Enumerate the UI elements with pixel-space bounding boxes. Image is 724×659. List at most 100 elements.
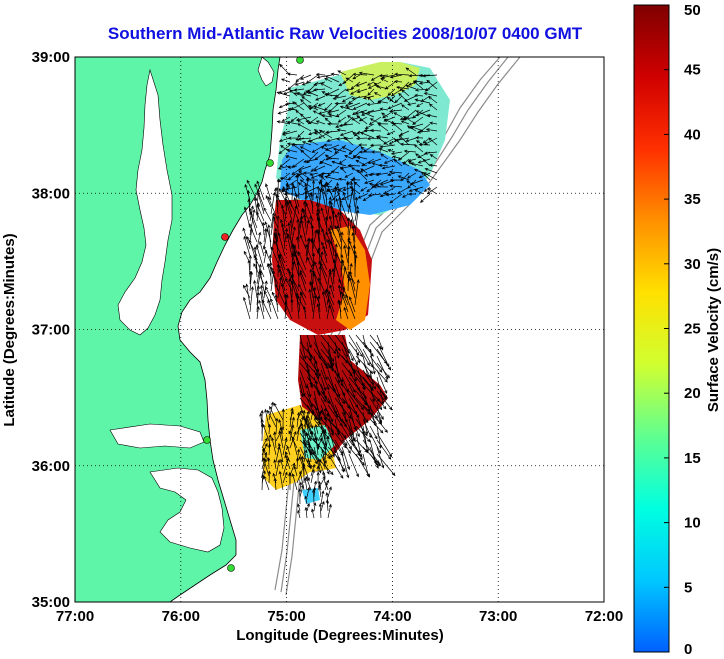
velocity-arrow (413, 144, 424, 153)
velocity-arrow (369, 453, 379, 467)
velocity-arrow (342, 191, 349, 208)
velocity-arrow (296, 218, 300, 243)
velocity-arrow (256, 211, 265, 229)
velocity-arrow (339, 130, 354, 136)
velocity-arrow (274, 294, 279, 313)
velocity-arrow (319, 179, 328, 201)
velocity-arrow (340, 290, 349, 313)
velocity-arrow (322, 245, 328, 264)
velocity-arrow (369, 128, 382, 133)
velocity-arrow (299, 146, 312, 153)
velocity-arrow (302, 171, 311, 175)
velocity-arrow (334, 453, 346, 472)
velocity-arrow (291, 226, 296, 243)
velocity-arrow (247, 259, 251, 278)
velocity-arrow (306, 486, 311, 498)
velocity-arrow (311, 179, 316, 201)
velocity-arrow (317, 247, 321, 264)
velocity-arrow (334, 369, 341, 384)
plot-frame (74, 56, 605, 603)
velocity-arrow (318, 503, 323, 519)
velocity-arrow (369, 390, 383, 411)
velocity-arrow (306, 446, 318, 465)
velocity-arrow (355, 397, 371, 415)
velocity-arrow (305, 431, 312, 449)
velocity-arrow (383, 137, 396, 145)
velocity-arrow (287, 233, 300, 257)
y-axis-ticks: 35:00 36:00 37:00 38:00 39:00 (32, 49, 70, 611)
velocity-arrow (348, 277, 356, 299)
velocity-arrow (326, 137, 340, 143)
velocity-arrow (305, 475, 312, 491)
velocity-arrow (378, 163, 389, 167)
y-tick-label: 35:00 (32, 594, 70, 611)
velocity-arrow (358, 143, 368, 147)
velocity-arrow (284, 293, 289, 320)
velocity-arrow (294, 193, 305, 197)
velocity-arrow (302, 208, 314, 229)
velocity-arrow (313, 355, 320, 373)
velocity-arrow (295, 174, 300, 201)
velocity-arrow (345, 102, 361, 109)
velocity-arrow (386, 96, 396, 104)
velocity-arrow (350, 88, 361, 95)
velocity-arrow (282, 186, 293, 208)
velocity-arrow (346, 180, 350, 201)
velocity-arrow (313, 453, 334, 476)
velocity-arrow (352, 176, 356, 201)
velocity-arrow (330, 72, 340, 76)
velocity-arrow (284, 181, 289, 208)
velocity-arrow (264, 408, 270, 428)
velocity-arrow (376, 362, 391, 379)
velocity-arrow (415, 110, 431, 118)
velocity-arrow (373, 92, 382, 97)
velocity-arrow (287, 222, 293, 250)
velocity-arrow (369, 397, 384, 420)
velocity-arrow (248, 207, 258, 229)
velocity-arrow (280, 283, 286, 299)
velocity-arrow (267, 196, 279, 222)
velocity-arrow (401, 193, 410, 198)
velocity-arrow (320, 369, 330, 391)
velocity-arrow (317, 295, 321, 313)
station-marker (203, 436, 211, 444)
velocity-arrow (409, 179, 424, 186)
velocity-arrow (329, 284, 335, 299)
velocity-arrow (304, 495, 308, 505)
velocity-arrow (296, 411, 301, 428)
velocity-arrow (295, 74, 305, 83)
velocity-arrow (375, 172, 389, 177)
velocity-arrow (275, 417, 279, 435)
velocity-arrow (278, 430, 284, 449)
velocity-arrow (353, 250, 357, 277)
velocity-arrow (313, 128, 326, 139)
velocity-arrow (331, 186, 347, 193)
velocity-arrow (352, 72, 368, 77)
velocity-arrow (299, 484, 304, 498)
velocity-arrow (335, 109, 347, 118)
velocity-arrow (334, 439, 344, 455)
velocity-arrow (324, 481, 329, 491)
velocity-arrow (267, 409, 277, 428)
velocity-arrow (424, 151, 438, 155)
velocity-arrow (378, 148, 389, 153)
velocity-arrow (275, 283, 286, 306)
velocity-arrow (308, 130, 319, 136)
velocity-arrow (297, 130, 305, 138)
velocity-arrow (379, 107, 389, 111)
velocity-arrow (290, 298, 294, 312)
velocity-arrow (416, 130, 431, 134)
velocity-arrow (320, 453, 330, 475)
velocity-arrow (313, 272, 321, 299)
velocity-arrow (359, 131, 375, 139)
velocity-arrow (297, 503, 301, 512)
velocity-arrow (344, 102, 354, 107)
velocity-arrow (285, 277, 293, 292)
velocity-arrow (414, 93, 424, 98)
velocity-arrow (312, 286, 317, 306)
delaware-bay (257, 56, 275, 87)
velocity-arrow (259, 240, 265, 257)
velocity-arrow (319, 160, 333, 167)
velocity-arrow (242, 296, 251, 320)
velocity-arrow (341, 439, 351, 454)
